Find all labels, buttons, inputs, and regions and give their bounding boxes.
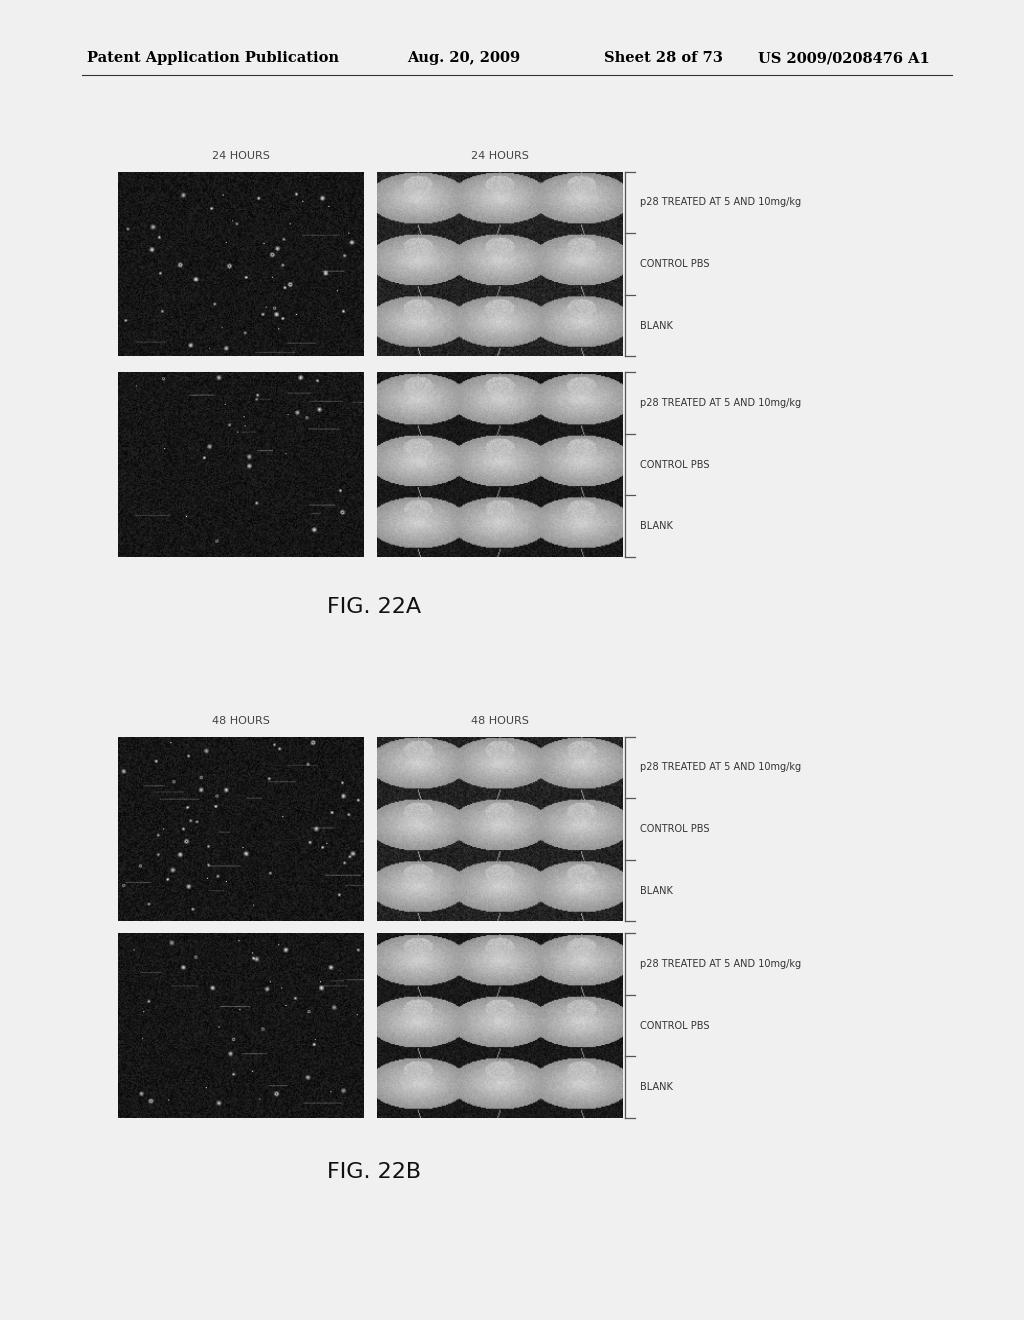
Text: Patent Application Publication: Patent Application Publication xyxy=(87,51,339,65)
Text: 48 HOURS: 48 HOURS xyxy=(212,715,269,726)
Text: BLANK: BLANK xyxy=(640,321,673,330)
Text: 24 HOURS: 24 HOURS xyxy=(471,150,528,161)
Text: 48 HOURS: 48 HOURS xyxy=(471,715,528,726)
Text: FIG. 22A: FIG. 22A xyxy=(327,597,421,618)
Text: Aug. 20, 2009: Aug. 20, 2009 xyxy=(408,51,520,65)
Text: 24 HOURS: 24 HOURS xyxy=(212,150,269,161)
Text: Sheet 28 of 73: Sheet 28 of 73 xyxy=(604,51,723,65)
Text: CONTROL PBS: CONTROL PBS xyxy=(640,1020,710,1031)
Text: p28 TREATED AT 5 AND 10mg/kg: p28 TREATED AT 5 AND 10mg/kg xyxy=(640,399,801,408)
Text: CONTROL PBS: CONTROL PBS xyxy=(640,824,710,834)
Text: p28 TREATED AT 5 AND 10mg/kg: p28 TREATED AT 5 AND 10mg/kg xyxy=(640,960,801,969)
Text: p28 TREATED AT 5 AND 10mg/kg: p28 TREATED AT 5 AND 10mg/kg xyxy=(640,763,801,772)
Text: CONTROL PBS: CONTROL PBS xyxy=(640,459,710,470)
Text: US 2009/0208476 A1: US 2009/0208476 A1 xyxy=(758,51,930,65)
Text: BLANK: BLANK xyxy=(640,521,673,531)
Text: FIG. 22B: FIG. 22B xyxy=(327,1162,421,1183)
Text: BLANK: BLANK xyxy=(640,1082,673,1092)
Text: BLANK: BLANK xyxy=(640,886,673,895)
Text: p28 TREATED AT 5 AND 10mg/kg: p28 TREATED AT 5 AND 10mg/kg xyxy=(640,198,801,207)
Text: CONTROL PBS: CONTROL PBS xyxy=(640,259,710,269)
